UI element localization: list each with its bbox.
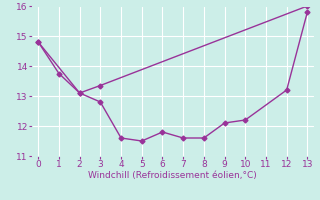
X-axis label: Windchill (Refroidissement éolien,°C): Windchill (Refroidissement éolien,°C) [88, 171, 257, 180]
